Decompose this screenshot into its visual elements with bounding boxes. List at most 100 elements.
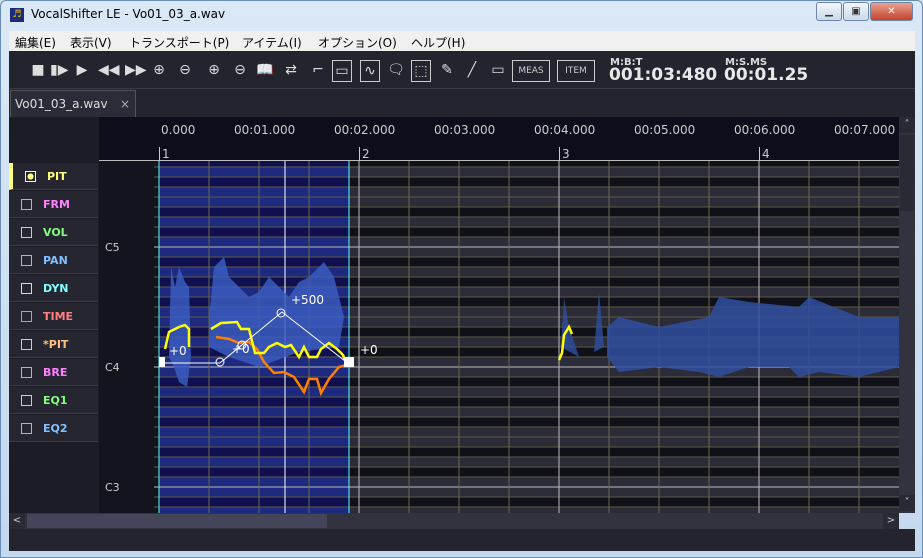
param-pit[interactable]: PIT [9,163,98,190]
param-time[interactable]: TIME [9,303,98,330]
selection-row [159,467,349,477]
menu-transport[interactable]: トランスポート(P) [129,36,230,50]
maximize-button[interactable]: ▣ [843,2,869,21]
pitch-row [159,497,899,507]
pitch-row [159,267,899,277]
rectangle-icon[interactable]: ▭ [491,62,505,78]
pitch-row [159,457,899,467]
pitch-row [159,357,899,367]
scroll-up-button[interactable]: ˄ [899,117,915,133]
rewind-icon[interactable]: ◀◀ [98,62,120,78]
selection-row [159,427,349,437]
menu-view[interactable]: 表示(V) [70,36,112,50]
param-checkbox[interactable] [21,423,32,434]
pitch-row [159,427,899,437]
edit-label-start: +0 [169,344,187,358]
pitch-row [159,397,899,407]
tab-close-icon[interactable]: × [120,97,131,111]
play-from-start-icon[interactable]: ▮▶ [50,62,69,78]
param-dyn[interactable]: DYN [9,275,98,302]
pencil-icon[interactable]: ✎ [441,62,453,78]
selection-row [159,437,349,447]
select-rect-icon[interactable]: ⬚ [411,60,431,82]
tab-bar: Vo01_03_a.wav × [9,89,915,117]
selection-row [159,487,349,497]
edit-handle-start [159,357,165,367]
measure-label: 3 [559,147,570,161]
param-frm[interactable]: FRM [9,191,98,218]
waveform-icon[interactable]: ∿ [360,60,380,82]
selection-row [159,277,349,287]
horizontal-scroll-thumb[interactable] [27,514,327,528]
waveform [561,292,604,357]
menu-edit[interactable]: 編集(E) [15,36,56,50]
loop-icon[interactable]: ⇄ [285,62,297,78]
param-checkbox[interactable] [21,227,32,238]
param-label: FRM [43,198,70,211]
scroll-right-button[interactable]: > [883,513,899,529]
play-icon[interactable]: ▶ [76,62,88,78]
time-label: 0.000 [161,123,196,137]
item-button[interactable]: ITEM [557,60,595,82]
param-bre[interactable]: BRE [9,359,98,386]
line-icon[interactable]: ╱ [467,62,477,78]
menu-options[interactable]: オプション(O) [318,36,397,50]
menu-help[interactable]: ヘルプ(H) [411,36,466,50]
vertical-scroll-thumb[interactable] [900,135,914,211]
pitch-row [159,237,899,247]
zoom-out-vertical-icon[interactable]: ⊖ [234,62,246,78]
menu-item[interactable]: アイテム(I) [242,36,302,50]
window-icon[interactable]: ▭ [332,60,352,82]
param-eq2[interactable]: EQ2 [9,415,98,442]
minimize-button[interactable]: ▁ [816,2,842,21]
step-icon[interactable]: ⌐ [312,62,324,78]
mbt-label: M:B:T [610,57,643,68]
param-vol[interactable]: VOL [9,219,98,246]
pitch-row [159,407,899,417]
zoom-out-horizontal-icon[interactable]: ⊖ [179,62,191,78]
param-star-pit[interactable]: *PIT [9,331,98,358]
editor-canvas[interactable] [99,117,899,513]
scroll-down-button[interactable]: ˅ [899,495,915,511]
pitch-row [159,187,899,197]
stop-icon[interactable]: ■ [31,62,45,78]
edited-pitch-line [163,323,191,350]
param-checkbox[interactable] [21,395,32,406]
menu-bar: 編集(E) 表示(V) トランスポート(P) アイテム(I) オプション(O) … [9,31,915,51]
pitch-row [159,327,899,337]
zoom-in-horizontal-icon[interactable]: ⊕ [153,62,165,78]
book-icon[interactable]: 📖 [256,62,274,78]
selection-row [159,367,349,377]
horizontal-scrollbar[interactable]: < > [9,513,899,529]
edit-label-mid: +0 [232,342,250,356]
param-checkbox[interactable] [21,367,32,378]
toolbar: MEAS ITEM M:B:T 001:03:480 M:S.MS 00:01.… [9,51,915,89]
param-eq1[interactable]: EQ1 [9,387,98,414]
pitch-row [159,507,899,513]
vertical-scrollbar[interactable]: ˄ ˅ [899,117,915,513]
fast-forward-icon[interactable]: ▶▶ [125,62,147,78]
comment-icon[interactable]: 🗨 [387,62,405,78]
parameter-panel: PIT FRM VOL PAN DYN TIME *PIT BRE EQ1 EQ2 [9,117,99,513]
tab-file[interactable]: Vo01_03_a.wav × [10,90,136,117]
time-label: 00:05.000 [634,123,696,137]
param-pan[interactable]: PAN [9,247,98,274]
meas-button[interactable]: MEAS [512,60,550,82]
pitch-row [159,367,899,377]
scroll-left-button[interactable]: < [9,513,25,529]
param-checkbox[interactable] [21,339,32,350]
timeline-ruler[interactable]: 0.000 00:01.000 00:02.000 00:03.000 00:04.00… [99,117,899,161]
close-button[interactable]: ✕ [870,2,913,21]
param-checkbox[interactable] [25,171,36,182]
param-checkbox[interactable] [21,199,32,210]
pitch-row [159,487,899,497]
pitch-editor[interactable]: 0.000 00:01.000 00:02.000 00:03.000 00:04.00… [99,117,899,513]
waveform [607,297,899,377]
param-checkbox[interactable] [21,311,32,322]
param-label: BRE [43,366,68,379]
param-checkbox[interactable] [21,283,32,294]
app-icon: ♬ [10,8,24,22]
zoom-in-vertical-icon[interactable]: ⊕ [208,62,220,78]
param-checkbox[interactable] [21,255,32,266]
pitch-row [159,377,899,387]
